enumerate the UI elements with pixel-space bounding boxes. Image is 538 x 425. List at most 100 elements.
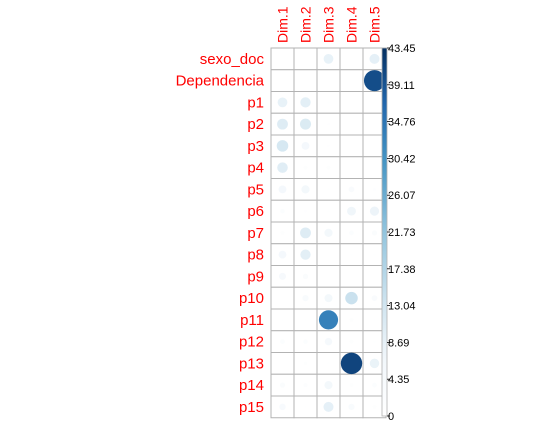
value-circle bbox=[278, 250, 287, 259]
value-circle bbox=[303, 339, 308, 344]
column-label: Dim.5 bbox=[367, 6, 383, 43]
colorbar-bar bbox=[381, 47, 388, 417]
value-circle bbox=[373, 123, 376, 125]
value-circle bbox=[278, 185, 287, 194]
value-circle bbox=[348, 403, 355, 410]
colorbar: 0 4.35 8.69 13.04 17.38 21.73 26.07 30.42 34.76 3… bbox=[381, 43, 416, 423]
value-circle bbox=[277, 118, 288, 130]
grid-cell bbox=[339, 69, 364, 92]
value-circle bbox=[300, 227, 311, 239]
value-circle bbox=[349, 318, 354, 322]
value-circle bbox=[281, 362, 284, 365]
value-circle bbox=[323, 54, 334, 64]
value-circle bbox=[302, 295, 309, 302]
value-circle bbox=[323, 401, 334, 412]
value-circle bbox=[303, 361, 308, 366]
value-circle bbox=[280, 208, 285, 214]
value-circle bbox=[340, 352, 363, 375]
grid-cell bbox=[293, 69, 318, 92]
value-circle bbox=[369, 53, 380, 64]
grid-cell bbox=[339, 47, 364, 71]
column-label: Dim.2 bbox=[298, 6, 314, 43]
value-circle bbox=[373, 275, 376, 278]
value-circle bbox=[324, 337, 333, 346]
value-circle bbox=[373, 253, 376, 256]
row-label: p4 bbox=[247, 160, 264, 177]
grid-cell bbox=[270, 69, 295, 92]
colorbar-tick-label: 8.69 bbox=[388, 337, 409, 349]
value-circle bbox=[304, 209, 307, 213]
row-label: p14 bbox=[239, 377, 264, 394]
colorbar-tick-label: 39.11 bbox=[388, 80, 415, 92]
row-label: p5 bbox=[247, 181, 264, 198]
row-label: p7 bbox=[247, 225, 264, 242]
row-label: p2 bbox=[247, 116, 264, 133]
value-circle bbox=[348, 186, 355, 193]
row-label: p9 bbox=[247, 268, 264, 285]
value-circle bbox=[345, 291, 358, 305]
value-circle bbox=[369, 206, 380, 216]
value-circle bbox=[373, 166, 376, 169]
circles bbox=[276, 53, 386, 412]
value-circle bbox=[281, 318, 284, 321]
colorbar-tick-label: 21.73 bbox=[388, 227, 416, 239]
value-circle bbox=[373, 318, 376, 321]
colorbar-tick-label: 30.42 bbox=[388, 153, 416, 165]
row-label: p10 bbox=[239, 290, 264, 307]
value-circle bbox=[281, 297, 284, 299]
value-circle bbox=[372, 382, 377, 388]
row-label: p8 bbox=[247, 247, 264, 264]
colorbar-tick-label: 17.38 bbox=[388, 264, 416, 276]
row-label: p1 bbox=[247, 94, 264, 111]
value-circle bbox=[350, 123, 353, 125]
value-circle bbox=[349, 339, 354, 344]
value-circle bbox=[280, 339, 285, 344]
value-circle bbox=[369, 358, 380, 369]
value-circle bbox=[350, 145, 353, 147]
value-circle bbox=[373, 101, 376, 103]
row-labels: sexo_doc Dependencia p1 p2 p3 p4 p5 p6 p7 p8 p9 p10… bbox=[176, 51, 265, 416]
colorbar-tick-label: 43.45 bbox=[388, 43, 416, 55]
value-circle bbox=[349, 383, 354, 387]
value-circle bbox=[304, 405, 307, 408]
value-circle bbox=[327, 122, 330, 126]
value-circle bbox=[324, 294, 333, 303]
value-circle bbox=[350, 101, 353, 104]
value-circle bbox=[318, 310, 339, 330]
colorbar-tick-label: 0 bbox=[388, 411, 394, 423]
value-circle bbox=[373, 145, 376, 147]
value-circle bbox=[276, 140, 289, 152]
value-circle bbox=[324, 228, 333, 237]
value-circle bbox=[277, 162, 288, 173]
value-circle bbox=[303, 383, 308, 388]
colorbar-tick-label: 26.07 bbox=[388, 190, 416, 202]
colorbar-tick-label: 13.04 bbox=[388, 301, 416, 313]
value-circle bbox=[327, 188, 330, 191]
value-circle bbox=[301, 185, 310, 194]
colorbar-tick-label: 34.76 bbox=[388, 117, 416, 129]
value-circle bbox=[327, 362, 330, 365]
colorbar-tick-label: 4.35 bbox=[388, 374, 409, 386]
value-circle bbox=[373, 187, 376, 191]
value-circle bbox=[327, 144, 330, 148]
value-circle bbox=[280, 231, 285, 235]
row-label: p11 bbox=[240, 312, 264, 329]
value-circle bbox=[372, 405, 377, 409]
grid-cell bbox=[316, 69, 341, 92]
row-label: sexo_doc bbox=[200, 51, 265, 68]
value-circle bbox=[327, 253, 330, 256]
column-label: Dim.3 bbox=[321, 6, 337, 43]
column-label: Dim.1 bbox=[275, 6, 291, 43]
value-circle bbox=[299, 118, 312, 130]
row-label: p13 bbox=[239, 355, 264, 372]
row-label: p15 bbox=[239, 399, 264, 416]
value-circle bbox=[304, 318, 307, 321]
value-circle bbox=[277, 97, 288, 108]
value-circle bbox=[350, 166, 353, 169]
value-circle bbox=[349, 230, 354, 236]
value-circle bbox=[301, 141, 310, 150]
value-circle bbox=[371, 230, 378, 236]
column-labels: Dim.1 Dim.2 Dim.3 Dim.4 Dim.5 bbox=[275, 6, 383, 43]
value-circle bbox=[347, 206, 356, 216]
